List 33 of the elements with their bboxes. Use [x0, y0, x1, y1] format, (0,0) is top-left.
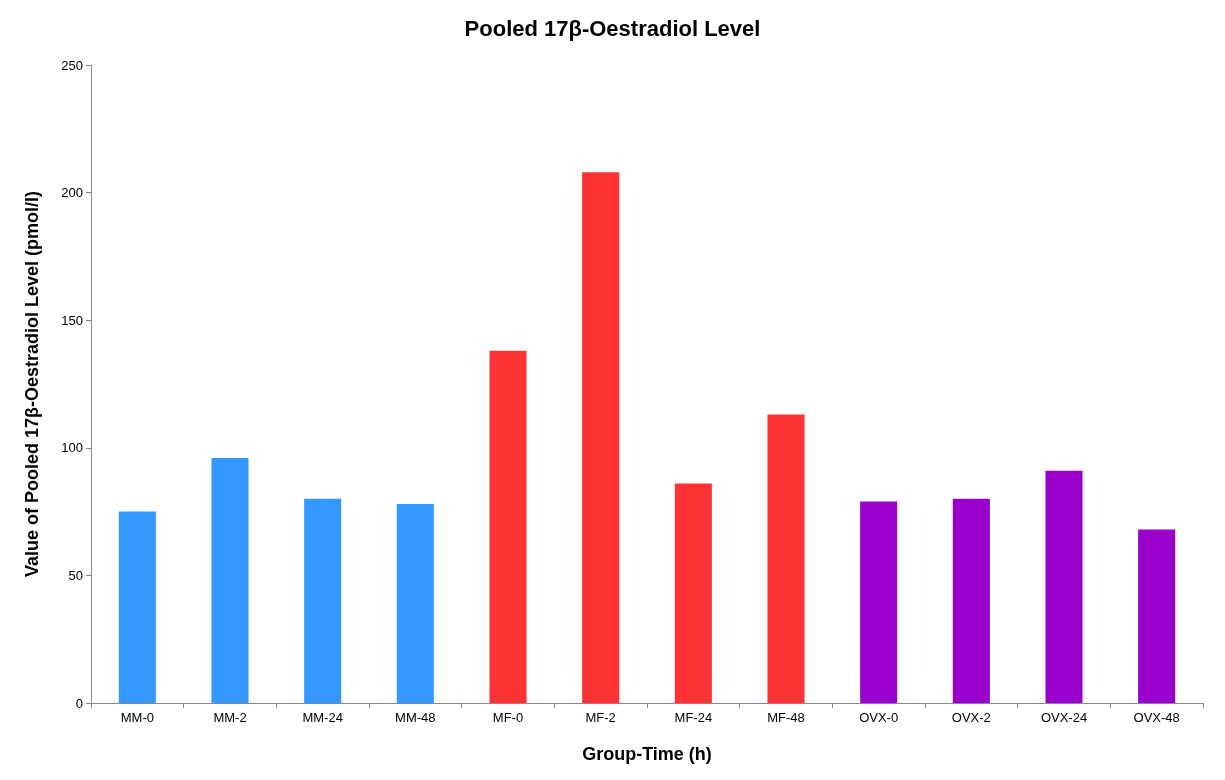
x-axis-title: Group-Time (h) [582, 744, 712, 764]
x-tick-label: OVX-24 [1040, 710, 1088, 725]
x-tick-label: MM-2 [213, 710, 247, 725]
bar [952, 498, 990, 703]
x-tick-label: MF-2 [585, 710, 616, 725]
bar [1045, 470, 1083, 703]
x-tick-label: MM-24 [302, 710, 343, 725]
bar [396, 503, 434, 703]
bar [211, 458, 249, 703]
y-tick-label: 100 [61, 440, 83, 456]
bar [860, 501, 898, 703]
y-axis-title: Value of Pooled 17β-Oestradiol Level (pmol/l) [22, 190, 42, 578]
bar [767, 414, 805, 703]
bar [582, 172, 620, 703]
y-tick-label: 150 [61, 312, 83, 328]
bar [304, 498, 342, 703]
y-tick-label: 250 [61, 57, 83, 73]
y-tick-label: 0 [75, 695, 83, 711]
x-tick-label: MF-24 [674, 710, 713, 725]
bar [118, 511, 156, 703]
bar [674, 483, 712, 703]
x-tick-label: MM-48 [395, 710, 436, 725]
y-tick-label: 200 [61, 185, 83, 201]
x-tick-label: OVX-48 [1133, 710, 1180, 725]
x-tick-label: MF-0 [492, 710, 524, 725]
x-tick-label: OVX-2 [951, 710, 991, 725]
x-tick-label: MF-48 [767, 710, 805, 725]
bar [1138, 529, 1176, 703]
y-tick-label: 50 [68, 567, 83, 583]
x-tick-label: MM-0 [120, 710, 154, 725]
chart-title: Pooled 17β-Oestradiol Level [464, 15, 761, 41]
x-tick-label: OVX-0 [859, 710, 899, 725]
bar [489, 350, 527, 703]
